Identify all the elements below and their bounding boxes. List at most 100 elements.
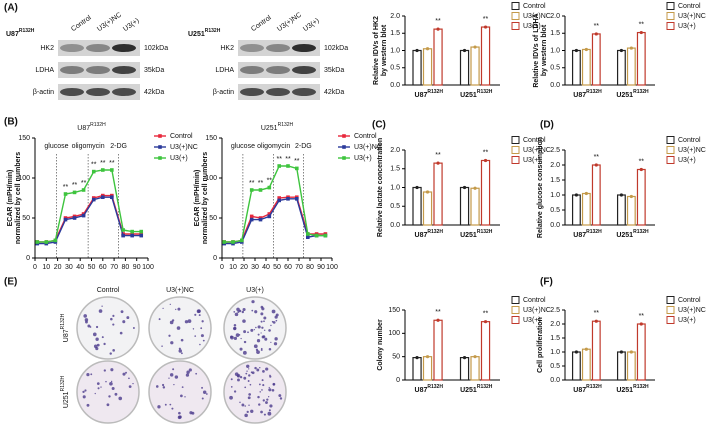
y-axis-label: by western blot	[381, 24, 388, 76]
legend-label: U3(+)NC	[678, 147, 706, 154]
colony	[114, 392, 118, 396]
colony	[256, 368, 260, 372]
bar-top-dot	[584, 191, 588, 196]
colony	[258, 403, 261, 406]
blot-band	[266, 44, 290, 52]
chart-title-main: U87	[77, 125, 90, 132]
y-tick-label: 2.0	[550, 13, 560, 20]
point	[121, 233, 125, 238]
x-tick-label: 60	[284, 264, 292, 271]
protein-label: LDHA	[35, 67, 54, 74]
colony	[260, 347, 263, 350]
x-tick-label: 80	[306, 264, 314, 271]
significance: **	[594, 23, 600, 30]
colony	[195, 372, 198, 375]
size-label: 42kDa	[144, 89, 164, 96]
y-tick-label: 0.0	[390, 82, 400, 89]
colony	[240, 337, 242, 340]
bar-top-dot	[473, 186, 477, 190]
y-axis-label: normalized by cell numbers	[202, 152, 209, 244]
point	[91, 197, 96, 202]
legend-label: Control	[354, 133, 377, 140]
blot-strip	[238, 62, 320, 78]
x-tick-label-main: U251	[616, 92, 633, 99]
point	[258, 188, 263, 192]
blot-band	[240, 44, 264, 52]
x-tick-label: U87R132H	[573, 229, 602, 239]
colony	[97, 387, 100, 390]
significance: **	[109, 160, 115, 167]
y-tick-label: 0.5	[550, 207, 560, 214]
legend-label: U3(+)	[678, 157, 696, 164]
colony	[201, 386, 204, 389]
colony	[95, 337, 99, 341]
legend-swatch	[666, 296, 675, 304]
bar	[581, 192, 591, 226]
colony	[262, 399, 265, 402]
colony	[263, 329, 266, 331]
point	[44, 240, 49, 244]
y-tick-label: 0	[26, 255, 30, 262]
protein-label: HK2	[40, 45, 54, 52]
colony	[192, 328, 195, 330]
legend-swatch	[511, 316, 520, 324]
point	[222, 240, 226, 244]
point	[323, 233, 328, 238]
bar	[433, 319, 443, 381]
point	[130, 229, 134, 234]
colony	[251, 371, 255, 375]
point	[63, 217, 68, 222]
significance: **	[483, 311, 489, 318]
chart-title-sup: R132H	[278, 122, 294, 128]
colony	[230, 378, 233, 381]
point	[277, 196, 281, 200]
legend-swatch	[666, 12, 675, 20]
bar-top-dot	[594, 319, 598, 323]
bar	[626, 195, 636, 226]
size-label: 42kDa	[324, 89, 344, 96]
colony	[110, 368, 114, 372]
bar	[459, 186, 470, 226]
significance: **	[483, 149, 489, 156]
colony	[100, 386, 102, 388]
legend-label: U3(+)	[678, 23, 696, 30]
colony	[180, 394, 183, 398]
bar	[480, 26, 491, 86]
legend-marker	[342, 145, 346, 149]
colony	[262, 335, 266, 338]
legend-swatch	[666, 306, 675, 314]
colony	[110, 317, 113, 321]
point	[121, 228, 125, 232]
colony	[248, 368, 250, 370]
x-tick-label-main: U87	[573, 232, 586, 239]
x-tick-label-main: U251	[616, 387, 633, 394]
y-tick-label: 1.0	[390, 47, 400, 54]
x-tick-label: U251R132H	[616, 229, 649, 239]
colony	[266, 398, 269, 401]
y-axis-label: ECAR (mPH/min)	[7, 170, 14, 227]
colony	[162, 307, 164, 309]
colony	[188, 368, 192, 372]
colony	[278, 394, 282, 397]
plate-lane-label: U3(+)	[246, 287, 264, 294]
bar	[636, 31, 646, 86]
plate-lane-label: U3(+)NC	[166, 287, 194, 294]
y-tick-label: 50	[209, 215, 217, 222]
x-tick-label-sup: R132H	[477, 89, 493, 95]
chart-title: U251R132H	[261, 122, 294, 132]
bar-top-dot	[584, 47, 588, 52]
significance: **	[435, 152, 441, 159]
bar	[571, 194, 581, 226]
x-tick-label-main: U251	[460, 232, 477, 239]
colony	[82, 395, 86, 399]
point	[286, 164, 290, 168]
y-tick-label: 50	[392, 354, 400, 361]
plate	[223, 360, 287, 424]
legend-marker	[342, 156, 346, 160]
colony	[177, 415, 182, 420]
colony	[234, 312, 239, 317]
colony	[271, 388, 275, 392]
colony	[180, 338, 184, 342]
x-tick-label-main: U87	[415, 92, 428, 99]
colony	[257, 325, 261, 329]
